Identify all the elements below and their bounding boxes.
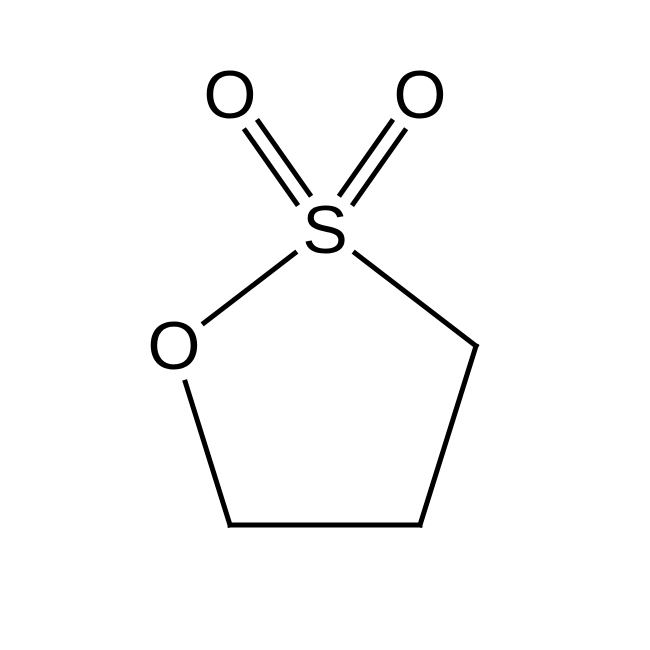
bond-line: [185, 382, 230, 525]
molecule-canvas: SOOO: [0, 0, 650, 650]
atom-label-o: O: [148, 308, 201, 384]
bond-line: [204, 253, 295, 323]
atom-label-s: S: [302, 192, 347, 268]
bond-line: [420, 346, 476, 525]
atom-label-o: O: [394, 57, 447, 133]
bond-line: [355, 253, 476, 346]
atom-label-o: O: [204, 57, 257, 133]
